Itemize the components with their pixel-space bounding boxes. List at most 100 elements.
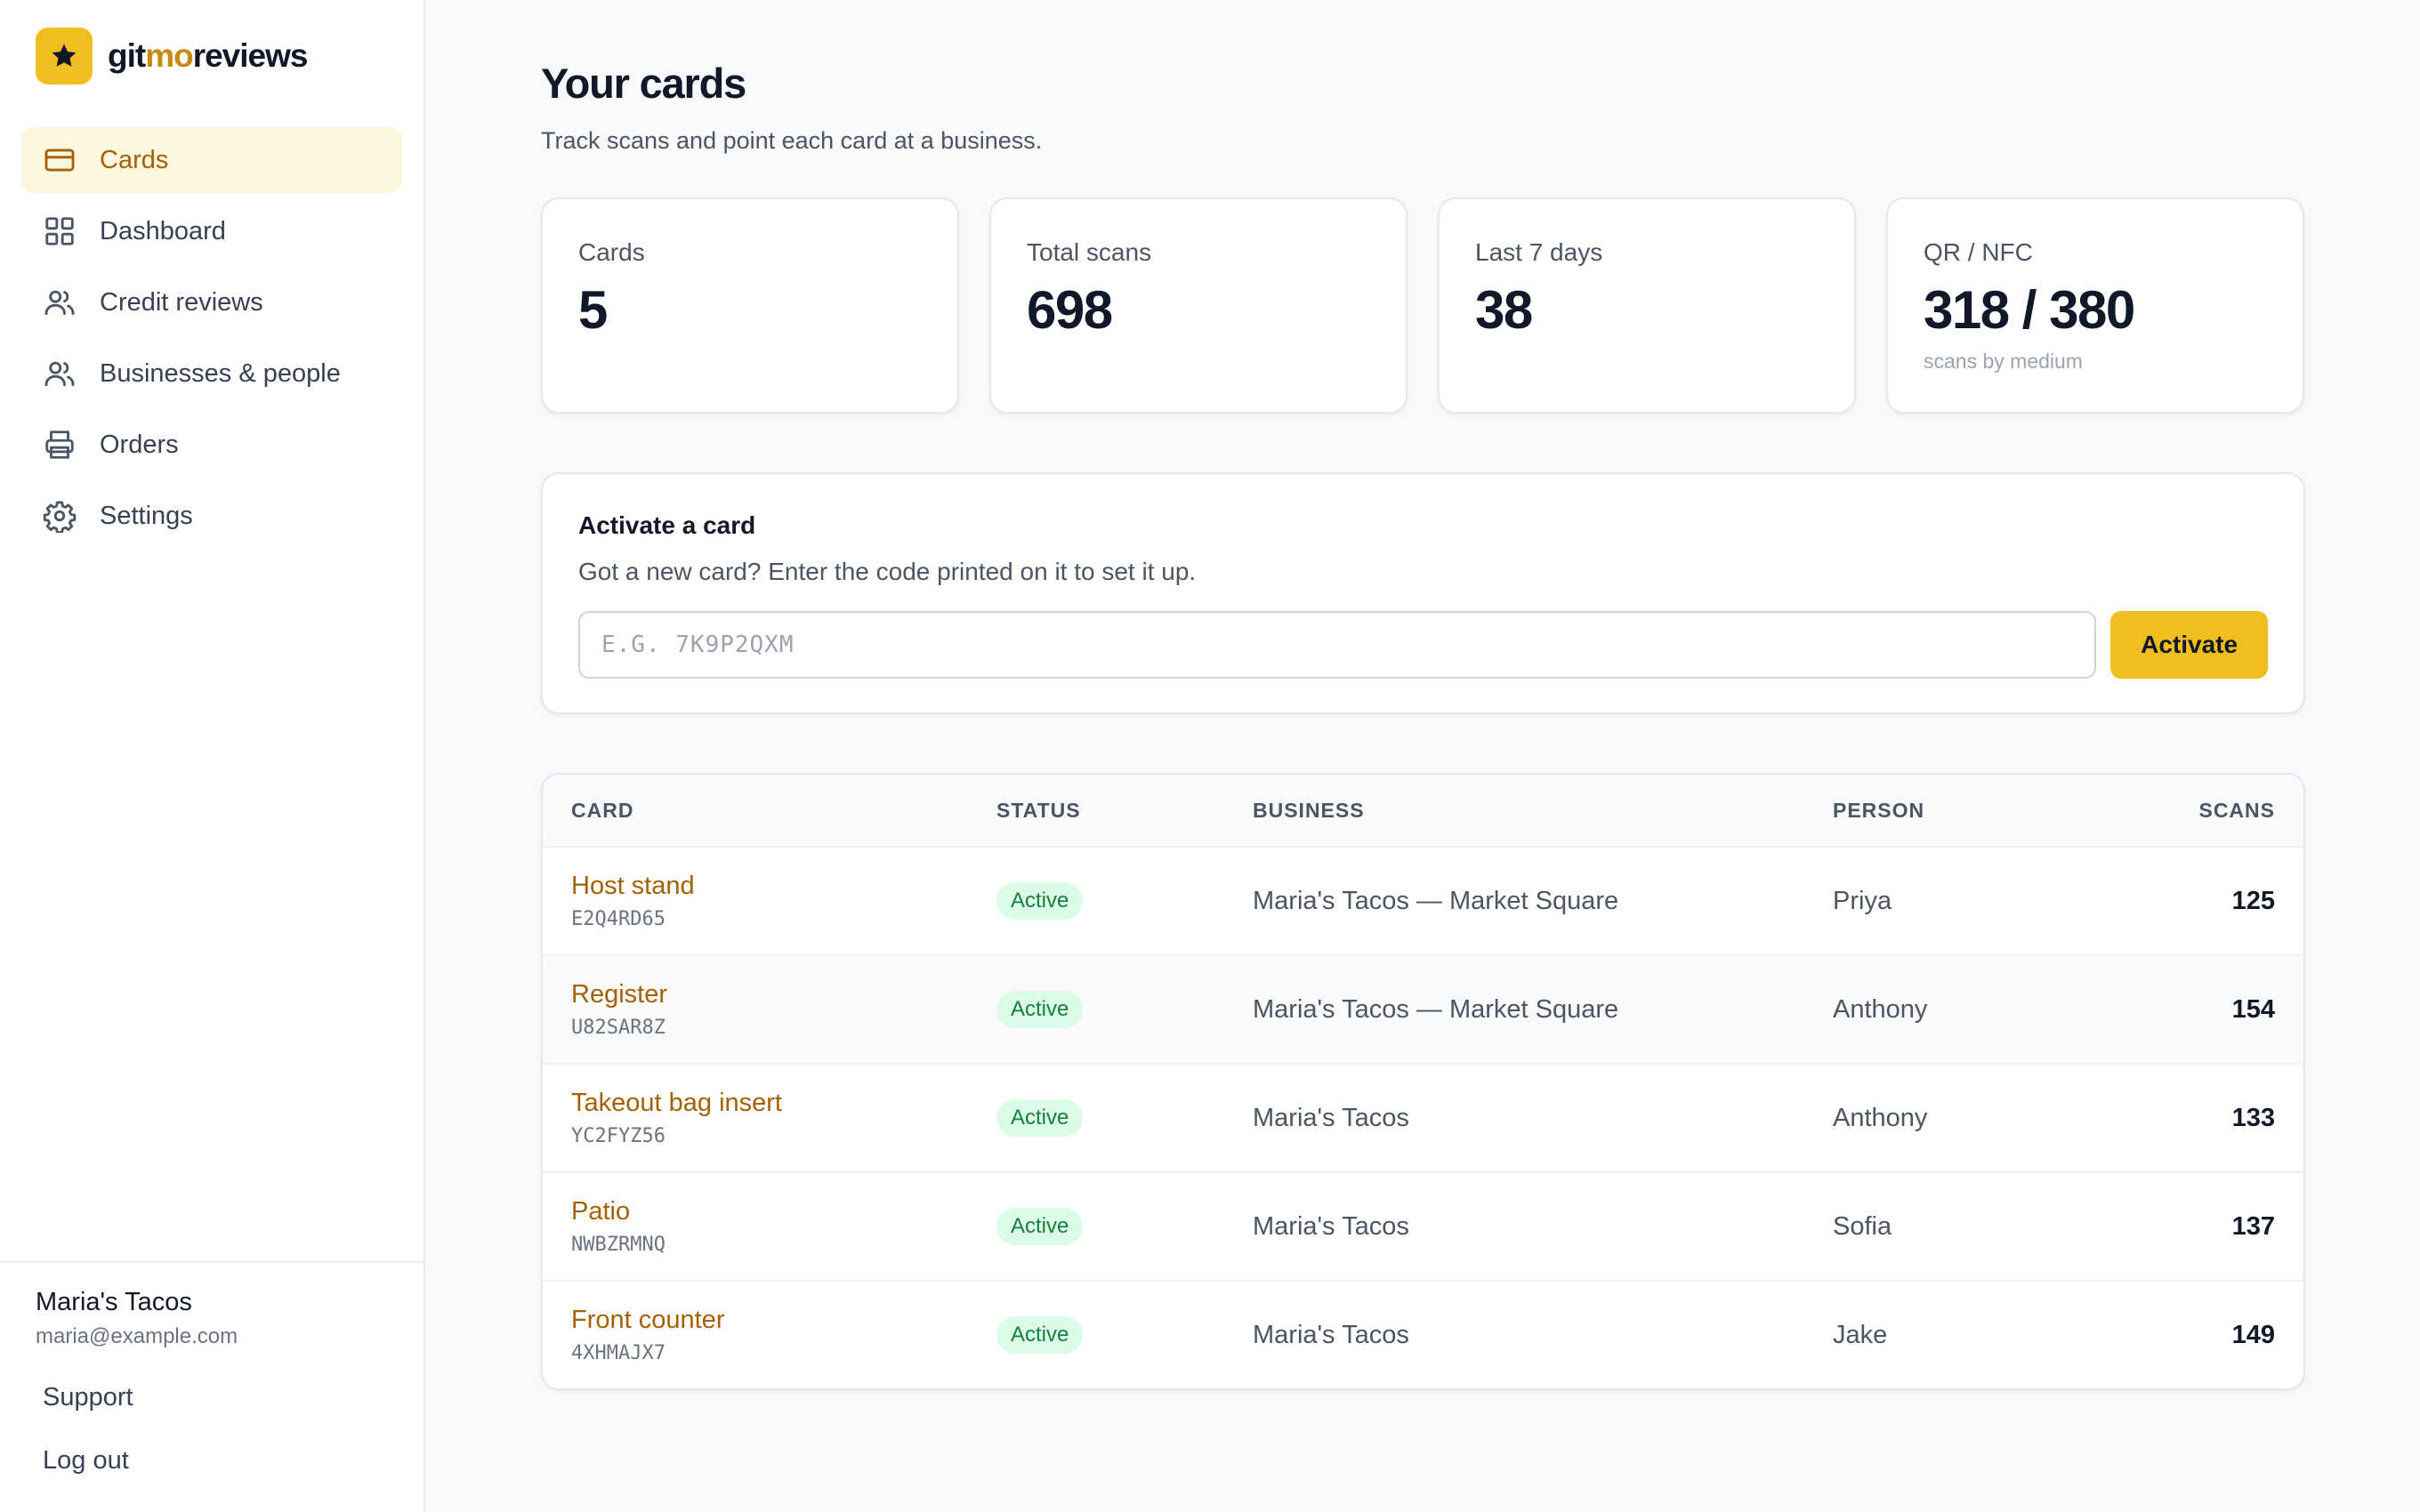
card-code: NWBZRMNQ: [571, 1234, 666, 1256]
status-cell: Active: [996, 991, 1253, 1028]
table-row[interactable]: Host stand E2Q4RD65 Active Maria's Tacos…: [543, 846, 2303, 954]
card-code: U82SAR8Z: [571, 1017, 666, 1039]
stat-value: 38: [1475, 280, 1533, 340]
status-cell: Active: [996, 1099, 1253, 1137]
stats-row: Cards 5 Total scans 698 Last 7 days 38 Q…: [541, 197, 2305, 414]
column-header-status[interactable]: STATUS: [996, 798, 1081, 822]
card-cell: Front counter 4XHMAJX7: [543, 1306, 996, 1364]
stat-note: scans by medium: [1924, 350, 2083, 373]
brand-name: gitmoreviews: [108, 37, 309, 75]
status-cell: Active: [996, 1208, 1253, 1245]
scans-cell: 149: [2231, 1320, 2275, 1349]
sidebar-item-label: Credit reviews: [100, 287, 263, 317]
sidebar-item-label: Orders: [100, 430, 179, 459]
scans-cell: 133: [2231, 1103, 2275, 1132]
logout-link[interactable]: Log out: [43, 1446, 129, 1475]
status-badge: Active: [996, 882, 1084, 920]
status-badge: Active: [996, 1208, 1084, 1245]
stat-label: Total scans: [1027, 238, 1152, 266]
brand-name-part1: git: [108, 37, 146, 74]
activate-description: Got a new card? Enter the code printed o…: [578, 558, 1197, 585]
page-title: Your cards: [541, 60, 746, 107]
users-icon: [43, 357, 77, 390]
brand-name-accent: mo: [145, 37, 193, 74]
business-cell: Maria's Tacos: [1253, 1320, 1409, 1349]
page-subtitle: Track scans and point each card at a bus…: [541, 127, 1043, 154]
users-icon: [43, 286, 77, 319]
star-icon: [36, 28, 93, 84]
sidebar-item-label: Dashboard: [100, 216, 226, 245]
status-badge: Active: [996, 1099, 1084, 1137]
table-row[interactable]: Front counter 4XHMAJX7 Active Maria's Ta…: [543, 1280, 2303, 1388]
card-name-link[interactable]: Front counter: [571, 1306, 725, 1334]
business-cell: Maria's Tacos: [1253, 1103, 1409, 1132]
card-cell: Register U82SAR8Z: [543, 980, 996, 1039]
person-cell: Sofia: [1833, 1211, 1892, 1241]
account-name: Maria's Tacos: [36, 1288, 192, 1316]
column-header-scans[interactable]: SCANS: [2198, 798, 2275, 822]
account-email: maria@example.com: [36, 1324, 238, 1348]
person-cell: Priya: [1833, 886, 1892, 915]
person-cell: Jake: [1833, 1320, 1888, 1349]
sidebar-item-businesses-people[interactable]: Businesses & people: [21, 341, 402, 406]
sidebar-item-label: Businesses & people: [100, 358, 341, 388]
sidebar-item-settings[interactable]: Settings: [21, 483, 402, 549]
sidebar: gitmoreviews Cards Dashboard Credit revi…: [0, 0, 425, 1512]
sidebar-nav: Cards Dashboard Credit reviews Businesse…: [0, 127, 424, 554]
gear-icon: [43, 499, 77, 533]
status-cell: Active: [996, 882, 1253, 920]
stat-card-cards: Cards 5: [541, 197, 959, 414]
status-badge: Active: [996, 1316, 1084, 1354]
sidebar-item-cards[interactable]: Cards: [21, 127, 402, 193]
stat-value: 318 / 380: [1924, 280, 2135, 340]
account-panel: Maria's Tacos maria@example.com Support …: [0, 1261, 424, 1512]
stat-value: 5: [578, 280, 608, 340]
sidebar-item-orders[interactable]: Orders: [21, 412, 402, 478]
card-cell: Patio NWBZRMNQ: [543, 1197, 996, 1256]
stat-card-last-7-days: Last 7 days 38: [1438, 197, 1856, 414]
column-header-person[interactable]: PERSON: [1833, 798, 1925, 822]
scans-cell: 137: [2231, 1211, 2275, 1241]
scans-cell: 125: [2231, 886, 2275, 915]
card-name-link[interactable]: Patio: [571, 1197, 631, 1226]
stat-card-qr-nfc: QR / NFC 318 / 380 scans by medium: [1886, 197, 2304, 414]
status-cell: Active: [996, 1316, 1253, 1354]
sidebar-item-dashboard[interactable]: Dashboard: [21, 198, 402, 264]
card-cell: Host stand E2Q4RD65: [543, 872, 996, 930]
stat-label: QR / NFC: [1924, 238, 2033, 266]
stat-label: Last 7 days: [1475, 238, 1603, 266]
person-cell: Anthony: [1833, 994, 1928, 1024]
brand-name-part3: reviews: [192, 37, 309, 74]
card-code: E2Q4RD65: [571, 908, 666, 930]
main-content: Your cards Track scans and point each ca…: [425, 0, 2420, 1512]
column-header-business[interactable]: BUSINESS: [1253, 798, 1365, 822]
card-code: YC2FYZ56: [571, 1125, 666, 1147]
table-row[interactable]: Takeout bag insert YC2FYZ56 Active Maria…: [543, 1063, 2303, 1171]
card-name-link[interactable]: Host stand: [571, 872, 695, 900]
business-cell: Maria's Tacos — Market Square: [1253, 994, 1619, 1024]
printer-icon: [43, 428, 77, 462]
card-name-link[interactable]: Takeout bag insert: [571, 1089, 782, 1117]
business-cell: Maria's Tacos: [1253, 1211, 1409, 1241]
card-code-input[interactable]: [578, 611, 2097, 679]
activate-card-panel: Activate a card Got a new card? Enter th…: [541, 472, 2305, 714]
support-link[interactable]: Support: [43, 1383, 133, 1411]
scans-cell: 154: [2231, 994, 2275, 1024]
card-name-link[interactable]: Register: [571, 980, 667, 1009]
brand[interactable]: gitmoreviews: [36, 28, 424, 84]
sidebar-item-credit-reviews[interactable]: Credit reviews: [21, 269, 402, 335]
table-row[interactable]: Register U82SAR8Z Active Maria's Tacos —…: [543, 954, 2303, 1063]
stat-label: Cards: [578, 238, 645, 266]
business-cell: Maria's Tacos — Market Square: [1253, 886, 1619, 915]
column-header-card[interactable]: CARD: [571, 798, 634, 822]
activate-form: Activate: [578, 611, 2268, 679]
activate-button[interactable]: Activate: [2110, 611, 2268, 679]
activate-title: Activate a card: [578, 511, 756, 539]
sidebar-item-label: Settings: [100, 501, 193, 530]
status-badge: Active: [996, 991, 1084, 1028]
stat-value: 698: [1027, 280, 1113, 340]
cards-table: CARD STATUS BUSINESS PERSON SCANS Host s…: [541, 773, 2305, 1390]
table-row[interactable]: Patio NWBZRMNQ Active Maria's Tacos Sofi…: [543, 1171, 2303, 1280]
card-cell: Takeout bag insert YC2FYZ56: [543, 1089, 996, 1147]
